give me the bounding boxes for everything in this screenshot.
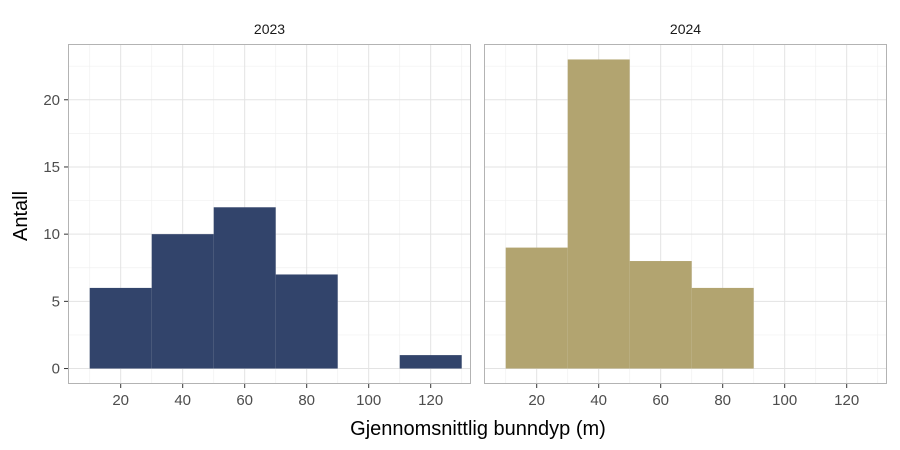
facet-label: 2024 — [670, 21, 701, 37]
facet-panels: 2023 20 40 60 80 100 120 2024 20 40 60 80 100 120 — [68, 21, 887, 409]
facet-panel-2023: 2023 20 40 60 80 100 120 — [68, 21, 471, 409]
histogram-bar — [213, 207, 276, 369]
x-tick-label: 80 — [714, 392, 731, 409]
x-tick-label: 80 — [298, 392, 315, 409]
histogram-bar — [567, 59, 630, 369]
x-tick-label: 40 — [174, 392, 191, 409]
x-tick-label: 20 — [528, 392, 545, 409]
histogram-bar — [399, 355, 462, 369]
histogram-bar — [691, 287, 754, 369]
x-tick-label: 60 — [652, 392, 669, 409]
x-tick-label: 40 — [590, 392, 607, 409]
y-tick-label: 5 — [52, 293, 60, 310]
y-axis-title: Antall — [10, 191, 32, 241]
panel-border — [484, 44, 887, 384]
x-tick-label: 120 — [418, 392, 443, 409]
x-tick-label: 100 — [772, 392, 797, 409]
histogram-bar — [151, 234, 214, 369]
facet-panel-2024: 2024 20 40 60 80 100 120 — [484, 21, 887, 409]
x-tick-label: 100 — [356, 392, 381, 409]
histogram-bar — [89, 287, 152, 369]
x-tick-label: 20 — [112, 392, 129, 409]
facet-label: 2023 — [254, 21, 285, 37]
y-tick-label: 20 — [43, 92, 60, 109]
histogram-bar — [629, 261, 692, 369]
y-tick-label: 0 — [52, 361, 60, 378]
y-tick-label: 15 — [43, 159, 60, 176]
y-axis-ticks: 0 5 10 15 20 — [43, 92, 68, 378]
histogram-bar — [275, 274, 338, 369]
panel-border — [68, 44, 471, 384]
histogram-bar — [505, 247, 568, 369]
x-tick-label: 60 — [236, 392, 253, 409]
y-tick-label: 10 — [43, 226, 60, 243]
x-tick-label: 120 — [834, 392, 859, 409]
x-axis-title: Gjennomsnittlig bunndyp (m) — [350, 418, 606, 440]
